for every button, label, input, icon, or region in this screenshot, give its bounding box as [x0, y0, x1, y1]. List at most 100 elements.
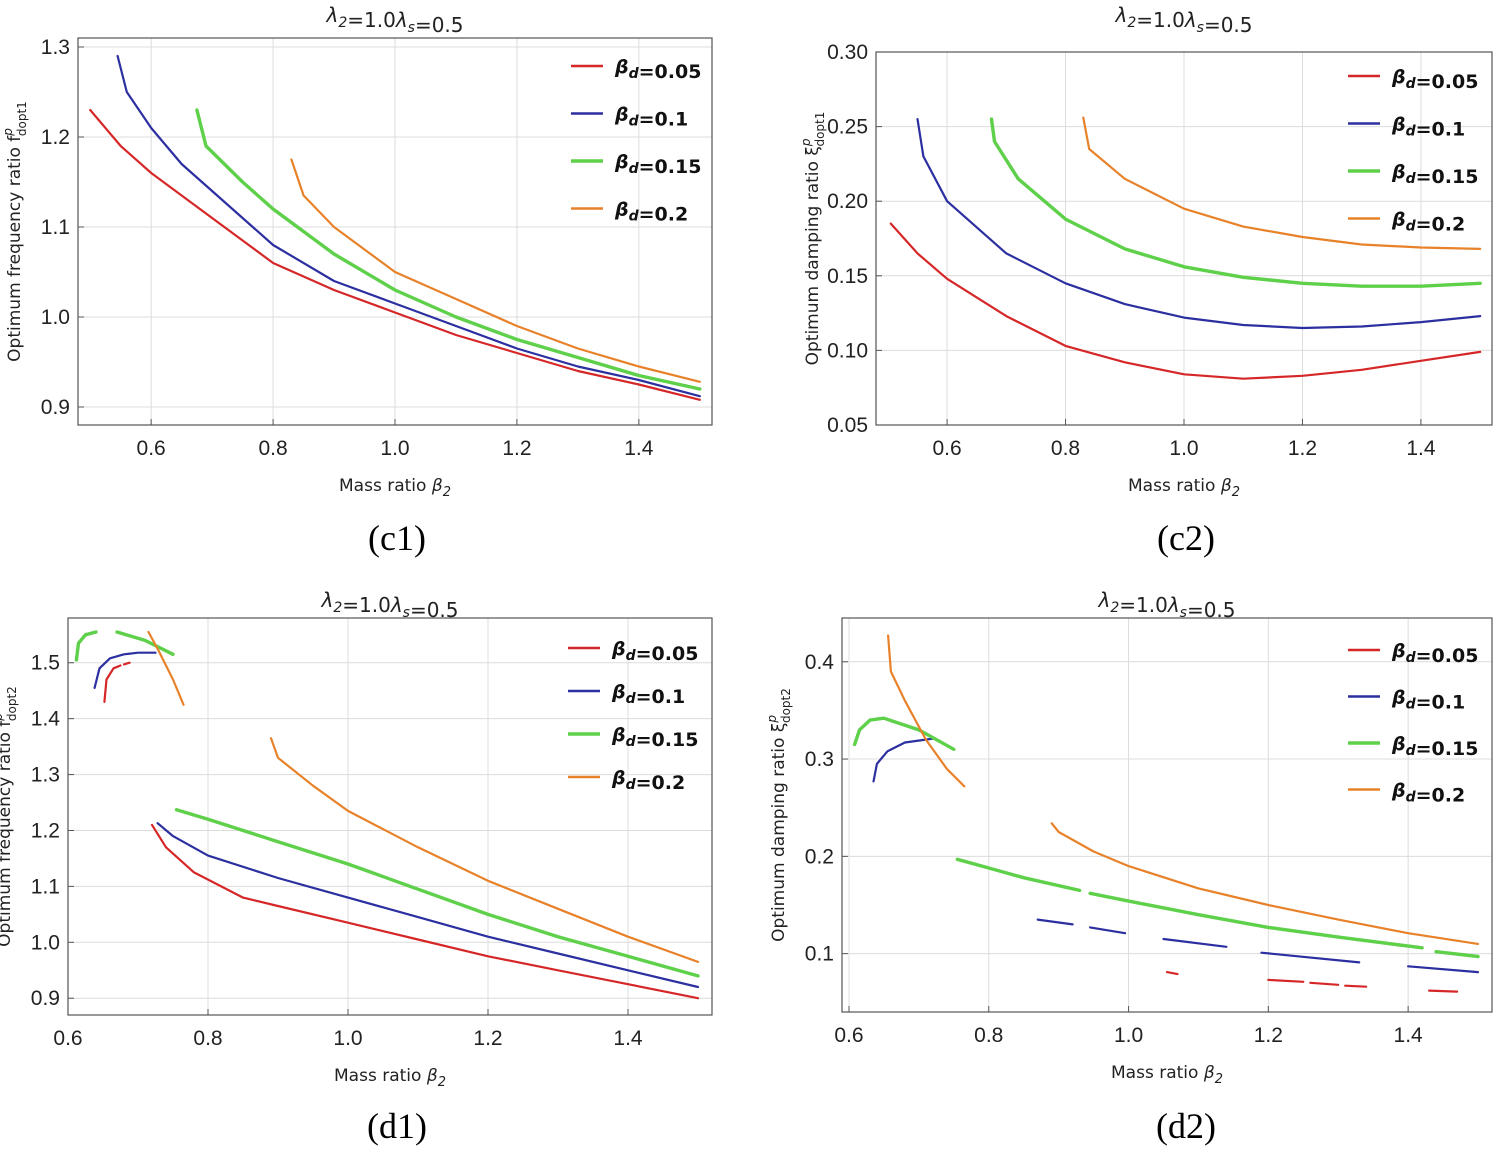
series-line-beta-d-0.15	[174, 808, 700, 978]
chart-title: λ2=1.0λs=0.5	[1114, 3, 1252, 37]
plot-frame	[67, 617, 713, 1016]
y-tick-label: 1.2	[41, 126, 70, 149]
x-tick-label: 1.0	[380, 437, 409, 460]
x-tick-label: 1.4	[1394, 1024, 1424, 1047]
chart-panel-c1: 0.6 0.8 1.0 1.2 1.4 0.9 1.0 1.1 1.2 1.3 λ2=1.0λs=0…	[1, 3, 713, 558]
series-line-beta-d-0.2	[1082, 116, 1482, 250]
y-tick-label: 1.2	[31, 819, 60, 842]
series-line-beta-d-0.1	[1162, 937, 1228, 948]
series-line-beta-d-0.1	[116, 54, 701, 398]
series-line-beta-d-0.05	[1267, 978, 1305, 983]
y-axis-label: Optimum damping ratio ξpdopt2	[765, 688, 793, 942]
series-line-beta-d-0.15	[115, 630, 175, 656]
y-tick-label: 1.0	[41, 306, 70, 329]
x-tick-label: 0.8	[258, 437, 287, 460]
legend-label: βd=0.05	[1391, 640, 1478, 667]
legend-label: βd=0.1	[1391, 114, 1465, 141]
panel-caption: (c1)	[368, 518, 426, 558]
x-tick-label: 0.8	[974, 1024, 1003, 1047]
y-axis-label: Optimum damping ratio ξpdopt1	[799, 112, 827, 366]
x-tick-label: 1.0	[1169, 437, 1198, 460]
series-line-beta-d-0.1	[93, 651, 157, 689]
panel-caption: (c2)	[1157, 518, 1215, 558]
chart-panel-c2: 0.6 0.8 1.0 1.2 1.4 0.05 0.10 0.15 0.20 0.25 0.30 λ…	[799, 3, 1493, 558]
y-tick-label: 1.1	[31, 875, 60, 898]
y-tick-label: 0.3	[805, 748, 834, 771]
legend-label: βd=0.05	[1391, 66, 1478, 93]
x-tick-label: 0.6	[834, 1024, 863, 1047]
legend-label: βd=0.1	[614, 104, 688, 131]
x-tick-label: 0.6	[137, 437, 166, 460]
series-line-beta-d-0.05	[889, 222, 1482, 380]
series-line-beta-d-0.2	[147, 630, 185, 706]
x-axis-label: Mass ratio β2	[1111, 1063, 1223, 1087]
series-line-beta-d-0.15	[1434, 950, 1480, 959]
y-tick-label: 0.30	[827, 41, 868, 64]
x-tick-label: 1.4	[1406, 437, 1436, 460]
y-tick-label: 0.2	[805, 845, 834, 868]
series-line-beta-d-0.05	[1165, 971, 1179, 976]
y-tick-label: 0.10	[827, 339, 868, 362]
series-line-beta-d-0.1	[1036, 918, 1074, 926]
x-tick-label: 1.4	[624, 437, 654, 460]
series-line-beta-d-0.05	[103, 664, 122, 703]
series-line-beta-d-0.15	[195, 108, 702, 391]
x-tick-label: 1.2	[502, 437, 531, 460]
series-line-beta-d-0.15	[852, 716, 956, 751]
series-line-beta-d-0.1	[916, 118, 1482, 330]
series-line-beta-d-0.1	[1407, 965, 1480, 974]
y-tick-label: 1.0	[31, 931, 60, 954]
x-axis-label: Mass ratio β2	[339, 476, 451, 500]
panel-caption: (d1)	[367, 1106, 427, 1146]
legend-label: βd=0.1	[1391, 687, 1465, 714]
series-line-beta-d-0.2	[1050, 822, 1480, 945]
legend-label: βd=0.2	[611, 767, 685, 794]
x-tick-label: 1.2	[1288, 437, 1317, 460]
series-line-beta-d-0.05	[1428, 989, 1459, 993]
y-tick-label: 0.20	[827, 190, 868, 213]
x-tick-label: 0.6	[53, 1027, 82, 1050]
plot-frame	[841, 617, 1493, 1013]
x-tick-label: 1.2	[1254, 1024, 1283, 1047]
series-line-beta-d-0.15	[955, 857, 1082, 893]
chart-panel-d2: 0.6 0.8 1.0 1.2 1.4 0.1 0.2 0.3 0.4 λ2=1.0λs=0.5 M…	[765, 588, 1493, 1146]
x-tick-label: 1.4	[613, 1027, 643, 1050]
y-tick-label: 0.4	[805, 651, 835, 674]
series-line-beta-d-0.15	[989, 117, 1482, 288]
y-tick-label: 1.3	[31, 764, 60, 787]
y-tick-label: 1.3	[41, 36, 70, 59]
series-line-beta-d-0.1	[1089, 926, 1127, 935]
legend-label: βd=0.15	[614, 151, 701, 178]
x-axis-label: Mass ratio β2	[1128, 476, 1240, 500]
x-axis-label: Mass ratio β2	[334, 1066, 446, 1090]
series-line-beta-d-0.1	[1260, 951, 1361, 964]
series-line-beta-d-0.1	[156, 822, 700, 989]
y-axis-label: Optimum frequency ratio fpdopt2	[0, 686, 19, 947]
series-line-beta-d-0.15	[1088, 891, 1424, 950]
x-tick-label: 0.8	[193, 1027, 222, 1050]
panel-caption: (d2)	[1156, 1106, 1216, 1146]
chart-title: λ2=1.0λs=0.5	[320, 588, 458, 622]
legend-label: βd=0.15	[1391, 733, 1478, 760]
legend-label: βd=0.1	[611, 681, 685, 708]
chart-panel-d1: 0.6 0.8 1.0 1.2 1.4 0.9 1.0 1.1 1.2 1.3 1.4 1.5 λ2=1…	[0, 588, 713, 1146]
series-line-beta-d-0.2	[269, 737, 700, 963]
x-tick-label: 1.0	[333, 1027, 362, 1050]
y-tick-label: 0.9	[41, 396, 70, 419]
x-tick-label: 0.8	[1051, 437, 1080, 460]
x-tick-label: 1.0	[1114, 1024, 1143, 1047]
legend-label: βd=0.05	[611, 638, 698, 665]
series-line-beta-d-0.1	[872, 737, 934, 783]
y-axis-label: Optimum frequency ratio fpdopt1	[1, 101, 29, 362]
y-tick-label: 0.05	[827, 414, 868, 437]
legend-label: βd=0.15	[611, 724, 698, 751]
chart-title: λ2=1.0λs=0.5	[1097, 588, 1235, 622]
legend-label: βd=0.15	[1391, 161, 1478, 188]
legend-label: βd=0.2	[1391, 209, 1465, 236]
legend-label: βd=0.2	[1391, 780, 1465, 807]
chart-title: λ2=1.0λs=0.5	[325, 3, 463, 37]
y-tick-label: 0.15	[827, 265, 868, 288]
series-line-beta-d-0.05	[89, 108, 701, 401]
series-line-beta-d-0.05	[122, 661, 131, 666]
